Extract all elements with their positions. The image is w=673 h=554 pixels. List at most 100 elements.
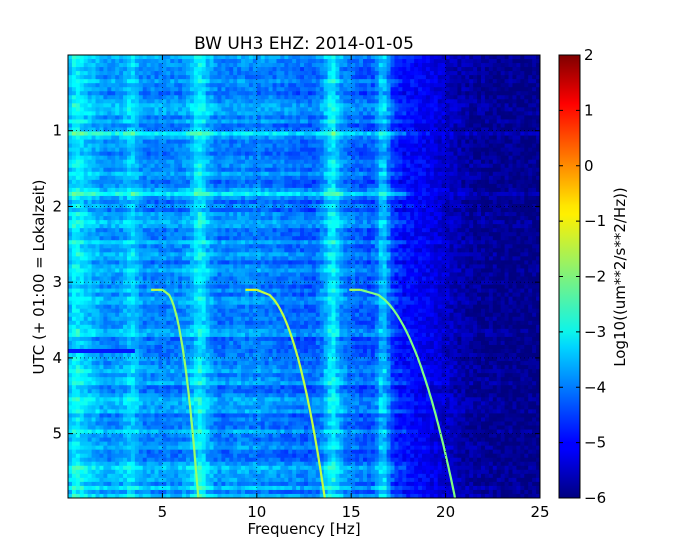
heatmap-cell <box>202 172 207 177</box>
heatmap-cell <box>398 168 403 173</box>
heatmap-cell <box>80 67 85 72</box>
heatmap-cell <box>99 144 104 149</box>
heatmap-cell <box>414 119 419 124</box>
heatmap-cell <box>469 95 474 100</box>
heatmap-cell <box>450 79 455 84</box>
heatmap-cell <box>426 79 431 84</box>
heatmap-cell <box>107 184 112 189</box>
heatmap-cell <box>312 196 317 201</box>
heatmap-cell <box>237 127 242 132</box>
heatmap-cell <box>367 212 372 217</box>
heatmap-cell <box>520 196 525 201</box>
heatmap-cell <box>119 71 124 76</box>
heatmap-cell <box>151 176 156 181</box>
heatmap-cell <box>501 115 506 120</box>
heatmap-cell <box>312 160 317 165</box>
heatmap-cell <box>119 192 124 197</box>
heatmap-cell <box>304 55 309 60</box>
heatmap-cell <box>210 59 215 64</box>
heatmap-cell <box>245 216 250 221</box>
heatmap-cell <box>363 87 368 92</box>
heatmap-cell <box>276 111 281 116</box>
heatmap-cell <box>162 115 167 120</box>
heatmap-cell <box>422 216 427 221</box>
heatmap-cell <box>273 115 278 120</box>
heatmap-cell <box>339 168 344 173</box>
heatmap-cell <box>457 115 462 120</box>
heatmap-cell <box>198 63 203 68</box>
heatmap-cell <box>72 67 77 72</box>
heatmap-cell <box>450 59 455 64</box>
heatmap-cell <box>284 140 289 145</box>
heatmap-cell <box>461 75 466 80</box>
heatmap-cell <box>186 168 191 173</box>
heatmap-cell <box>265 91 270 96</box>
heatmap-cell <box>489 160 494 165</box>
heatmap-cell <box>343 75 348 80</box>
heatmap-cell <box>469 75 474 80</box>
heatmap-cell <box>249 160 254 165</box>
heatmap-cell <box>115 91 120 96</box>
heatmap-cell <box>339 144 344 149</box>
heatmap-cell <box>229 111 234 116</box>
heatmap-cell <box>76 192 81 197</box>
heatmap-cell <box>265 95 270 100</box>
heatmap-cell <box>170 75 175 80</box>
heatmap-cell <box>308 196 313 201</box>
heatmap-cell <box>80 176 85 181</box>
heatmap-cell <box>265 188 270 193</box>
heatmap-cell <box>438 119 443 124</box>
heatmap-cell <box>273 172 278 177</box>
heatmap-cell <box>84 156 89 161</box>
heatmap-cell <box>210 103 215 108</box>
heatmap-cell <box>406 95 411 100</box>
heatmap-cell <box>225 127 230 132</box>
heatmap-cell <box>214 99 219 104</box>
heatmap-cell <box>269 180 274 185</box>
heatmap-cell <box>300 123 305 128</box>
heatmap-cell <box>135 111 140 116</box>
heatmap-cell <box>257 119 262 124</box>
heatmap-cell <box>308 103 313 108</box>
heatmap-cell <box>375 208 380 213</box>
heatmap-cell <box>505 152 510 157</box>
heatmap-cell <box>485 216 490 221</box>
heatmap-cell <box>273 196 278 201</box>
heatmap-cell <box>453 136 458 141</box>
heatmap-cell <box>414 192 419 197</box>
heatmap-cell <box>324 91 329 96</box>
heatmap-cell <box>151 148 156 153</box>
heatmap-cell <box>343 196 348 201</box>
heatmap-cell <box>241 220 246 225</box>
heatmap-cell <box>457 208 462 213</box>
heatmap-cell <box>107 220 112 225</box>
heatmap-cell <box>206 220 211 225</box>
heatmap-cell <box>119 95 124 100</box>
heatmap-cell <box>269 63 274 68</box>
heatmap-cell <box>170 103 175 108</box>
heatmap-cell <box>151 212 156 217</box>
heatmap-cell <box>233 212 238 217</box>
heatmap-cell <box>143 172 148 177</box>
heatmap-cell <box>343 200 348 205</box>
heatmap-cell <box>135 95 140 100</box>
heatmap-cell <box>371 107 376 112</box>
heatmap-cell <box>332 216 337 221</box>
heatmap-cell <box>92 71 97 76</box>
heatmap-cell <box>151 208 156 213</box>
heatmap-cell <box>198 220 203 225</box>
heatmap-cell <box>469 63 474 68</box>
heatmap-cell <box>497 115 502 120</box>
heatmap-cell <box>80 91 85 96</box>
heatmap-cell <box>155 180 160 185</box>
heatmap-cell <box>316 216 321 221</box>
heatmap-cell <box>446 79 451 84</box>
heatmap-cell <box>371 160 376 165</box>
heatmap-cell <box>174 87 179 92</box>
heatmap-cell <box>178 164 183 169</box>
heatmap-cell <box>446 196 451 201</box>
heatmap-cell <box>457 152 462 157</box>
heatmap-cell <box>328 123 333 128</box>
heatmap-cell <box>284 220 289 225</box>
heatmap-cell <box>414 99 419 104</box>
